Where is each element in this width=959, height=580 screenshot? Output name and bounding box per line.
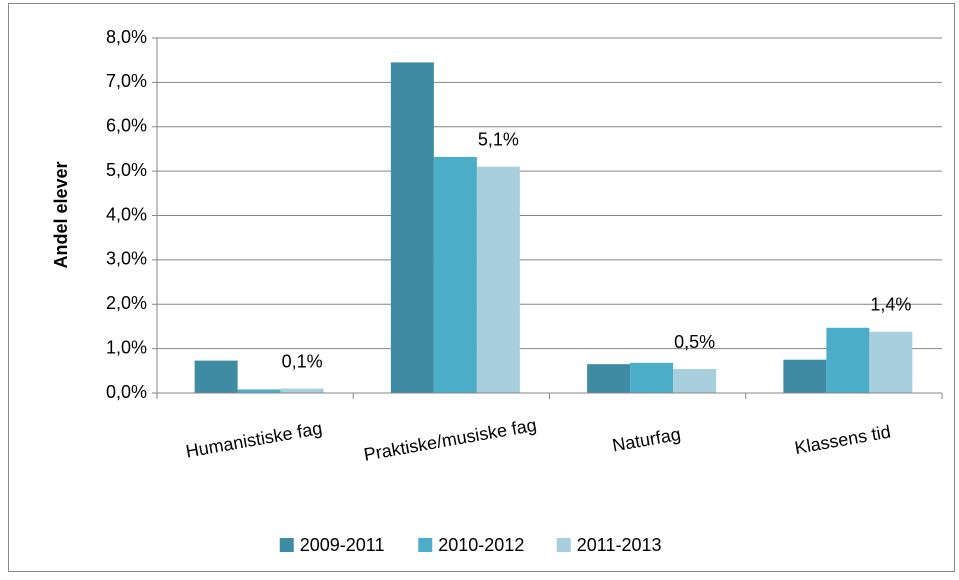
legend-label: 2009-2011 xyxy=(300,535,385,555)
legend-label: 2010-2012 xyxy=(438,535,524,555)
bar xyxy=(783,359,827,393)
data-label: 1,4% xyxy=(870,295,911,315)
y-tick-label: 8,0% xyxy=(106,27,147,47)
y-tick-label: 3,0% xyxy=(106,249,147,269)
y-tick-label: 4,0% xyxy=(106,204,147,224)
bar xyxy=(673,369,717,393)
y-tick-label: 7,0% xyxy=(106,71,147,91)
data-label: 0,1% xyxy=(282,351,323,371)
bar xyxy=(587,364,631,393)
legend-swatch xyxy=(418,538,433,552)
y-tick-label: 2,0% xyxy=(106,293,147,313)
legend-swatch xyxy=(556,538,571,552)
bar xyxy=(237,389,281,393)
legend-label: 2011-2013 xyxy=(577,535,662,555)
bar xyxy=(194,360,238,393)
y-tick-label: 0,0% xyxy=(106,382,147,402)
bar xyxy=(476,166,520,393)
bar xyxy=(280,388,324,393)
legend-swatch xyxy=(279,538,294,552)
y-tick-label: 5,0% xyxy=(106,160,147,180)
bar xyxy=(630,362,674,393)
bar xyxy=(826,327,870,393)
data-label: 5,1% xyxy=(478,129,519,149)
bar xyxy=(433,156,477,393)
y-tick-label: 6,0% xyxy=(106,116,147,136)
y-axis-title: Andel elever xyxy=(51,161,71,268)
y-tick-label: 1,0% xyxy=(106,337,147,357)
bar xyxy=(869,331,913,393)
data-label: 0,5% xyxy=(674,332,715,352)
bar xyxy=(390,62,434,393)
